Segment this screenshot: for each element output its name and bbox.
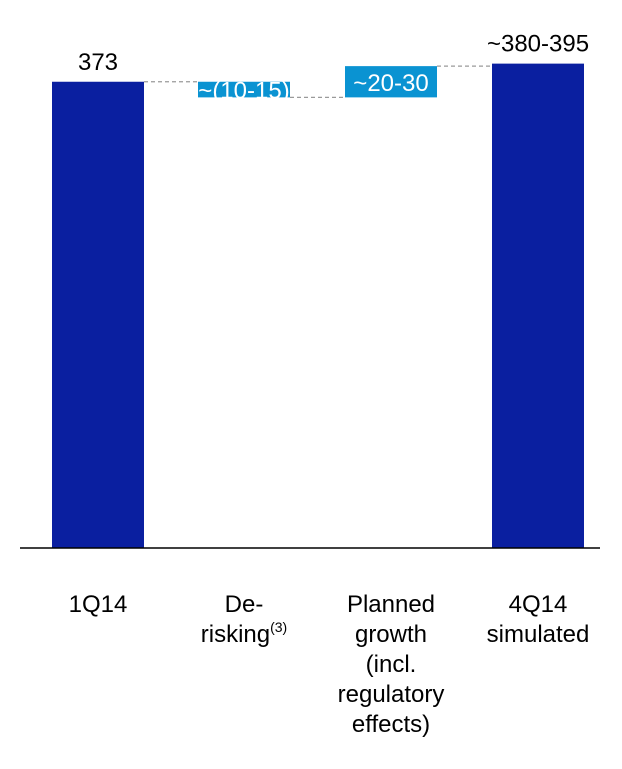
bar-4: [492, 63, 584, 548]
category-label-1: 1Q14: [69, 591, 128, 618]
category-label-3: Planned growth (incl. regulatory effects): [338, 591, 445, 738]
value-label-4: ~380-395: [487, 31, 589, 58]
bars-group: [52, 63, 584, 548]
connector-lines: [144, 65, 492, 98]
category-labels-group: 1Q14 De-risking(3) Planned growth (incl. regu…: [69, 591, 590, 738]
value-label-1: 373: [78, 49, 118, 76]
value-labels-group: 373 ~(10-15) ~20-30 ~380-395: [78, 31, 589, 105]
bar-3: [345, 66, 437, 98]
value-label-2: ~(10-15): [198, 78, 289, 105]
category-label-2: De-risking(3): [201, 591, 287, 648]
category-label-4: 4Q14 simulated: [487, 591, 590, 648]
value-label-3: ~20-30: [353, 70, 428, 97]
bar-1: [52, 81, 144, 548]
bar-2: [198, 81, 290, 98]
